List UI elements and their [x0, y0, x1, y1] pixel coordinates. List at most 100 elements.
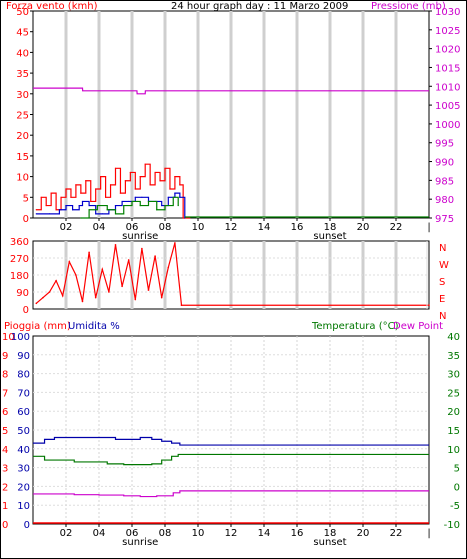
wind-point [80, 217, 82, 219]
temperature-axis-tick: 25 [447, 388, 460, 399]
compass-label: N [439, 311, 446, 322]
wind-point [154, 171, 156, 174]
rain-axis-tick: 3 [2, 464, 8, 475]
hour-tick-top: 16 [291, 222, 304, 233]
wind-point [75, 184, 77, 186]
rain-axis-tick: 9 [2, 351, 8, 362]
compass-label: S [439, 277, 445, 288]
direction-point [428, 304, 430, 307]
wind-axis-tick: 10 [16, 173, 29, 184]
direction-point [167, 266, 170, 269]
temperature-axis-tick: 35 [447, 351, 460, 362]
temperature-axis-tick: 20 [447, 407, 460, 418]
wind-point [58, 209, 61, 211]
wind-point [40, 196, 42, 198]
wind-point [174, 176, 176, 178]
wind-point [123, 204, 125, 207]
wind-point [72, 209, 74, 211]
rain-label: Pioggia (mm) [4, 321, 71, 332]
direction-point [147, 289, 150, 291]
humidity-axis-tick: 0 [24, 520, 30, 531]
humidity-axis-tick: 50 [17, 426, 30, 437]
rain-axis-tick: 8 [2, 370, 8, 381]
humidity-axis-tick: 40 [17, 445, 30, 456]
wind-axis-tick: 15 [16, 152, 29, 163]
wind-point [96, 204, 98, 207]
direction-point [154, 255, 156, 257]
temperature-axis-tick: 5 [454, 464, 460, 475]
hour-tick-top: 12 [225, 222, 238, 233]
wind-axis-tick: 25 [16, 111, 29, 122]
hour-tick-top: 10 [192, 222, 205, 233]
wind-axis-tick: 35 [16, 69, 29, 80]
rain-axis-tick: 6 [2, 407, 8, 418]
hour-tick-top-end: | [427, 222, 430, 233]
wind-point [101, 213, 103, 215]
rain-axis-tick: 7 [2, 388, 8, 399]
humidity-axis-tick: 80 [17, 370, 30, 381]
direction-axis-tick: 0 [23, 305, 29, 316]
wind-point [179, 184, 181, 186]
direction-line [35, 242, 429, 306]
wind-point [119, 192, 122, 194]
hour-tick-top: 02 [60, 222, 73, 233]
wind-axis-tick: 40 [16, 48, 29, 59]
hour-tick-bottom: 08 [159, 528, 172, 539]
hour-tick-top: 14 [258, 222, 271, 233]
wind-point [164, 204, 166, 207]
wind-point [65, 188, 67, 190]
wind-point [114, 204, 117, 207]
wind-point [105, 196, 107, 198]
wind-point [95, 188, 97, 190]
pressure-label: Pressione (mb) [371, 1, 446, 12]
dewpoint-label: Dew Point [393, 321, 444, 332]
compass-label: E [439, 294, 445, 305]
direction-point [68, 260, 71, 263]
pressure-axis-tick: 1010 [435, 82, 460, 93]
wind-point [50, 192, 52, 194]
hour-tick-bottom-end: | [427, 528, 430, 539]
temperature-axis-tick: -10 [444, 520, 460, 531]
compass-label: W [439, 260, 449, 271]
sunset-label-top: sunset [313, 231, 346, 242]
pressure-axis-tick: 1015 [435, 63, 460, 74]
pressure-axis-tick: 980 [435, 195, 454, 206]
wind-point [167, 196, 169, 198]
direction-point [48, 291, 51, 293]
direction-point [141, 247, 143, 250]
wind-point [45, 204, 47, 207]
direction-point [81, 300, 84, 303]
hour-tick-top: 06 [126, 222, 139, 233]
wind-point [81, 200, 84, 203]
hour-tick-bottom: 18 [324, 528, 337, 539]
wind-point [156, 209, 158, 211]
wind-point [70, 196, 72, 198]
wind-axis-tick: 30 [16, 90, 29, 101]
rain-axis-tick: 1 [2, 501, 8, 512]
wind-point [106, 209, 108, 211]
wind-point [169, 188, 171, 190]
direction-point [101, 268, 104, 271]
dewpoint-line [33, 490, 429, 498]
direction-point [88, 251, 90, 254]
hour-tick-bottom: 04 [93, 528, 106, 539]
wind-point [85, 180, 87, 182]
temperature-label: Temperatura (°C) [312, 321, 399, 332]
humidity-axis-tick: 100 [11, 332, 30, 343]
hour-tick-bottom: 06 [126, 528, 139, 539]
wind-point [55, 209, 57, 211]
humidity-axis-tick: 30 [17, 464, 30, 475]
wind-point [139, 176, 141, 178]
wind-axis-tick: 50 [16, 7, 29, 18]
direction-point [35, 302, 38, 305]
wind-series-line-0 [36, 163, 190, 219]
wind-point [95, 213, 97, 215]
hour-tick-top: 22 [390, 222, 403, 233]
wind-series-line-1 [36, 192, 186, 218]
temperature-axis-tick: 10 [447, 445, 460, 456]
wind-point [80, 192, 82, 194]
pressure-axis-tick: 1030 [435, 7, 460, 18]
hour-tick-bottom: 20 [357, 528, 370, 539]
wind-point [114, 213, 117, 215]
wind-axis-tick: 20 [16, 131, 29, 142]
